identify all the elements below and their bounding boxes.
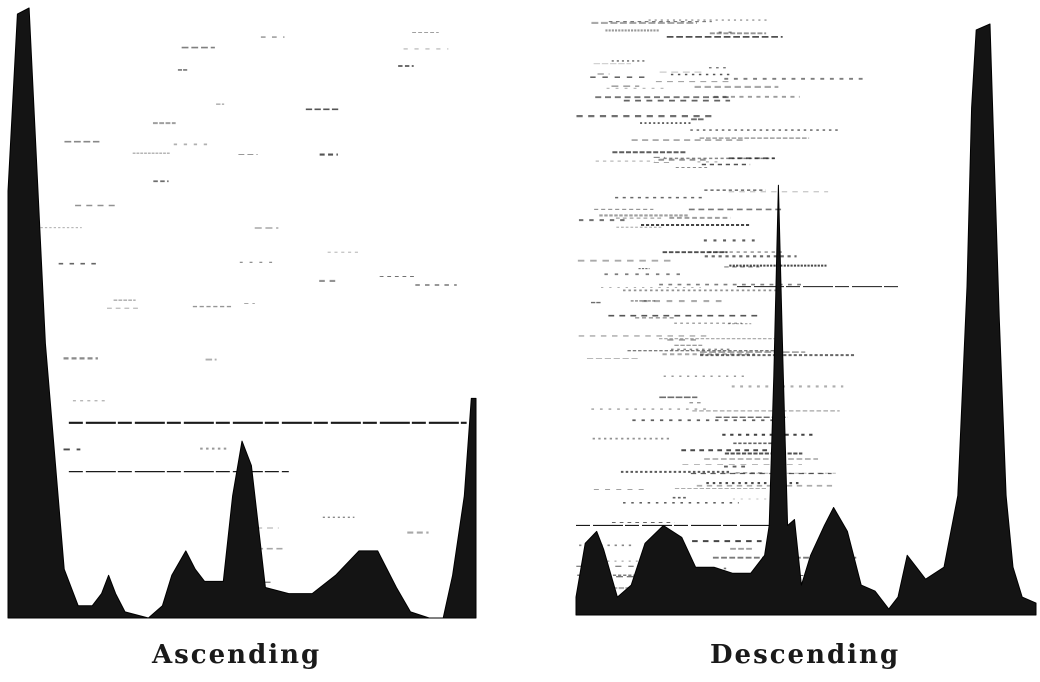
descending-panel	[575, 19, 1037, 616]
descending-density-trace	[575, 23, 1037, 616]
ascending-panel	[7, 7, 477, 619]
ascending-density-trace	[7, 7, 477, 619]
caption-descending: Descending	[710, 640, 901, 670]
caption-ascending: Ascending	[152, 640, 322, 670]
descending-scan-streaks	[576, 19, 866, 590]
